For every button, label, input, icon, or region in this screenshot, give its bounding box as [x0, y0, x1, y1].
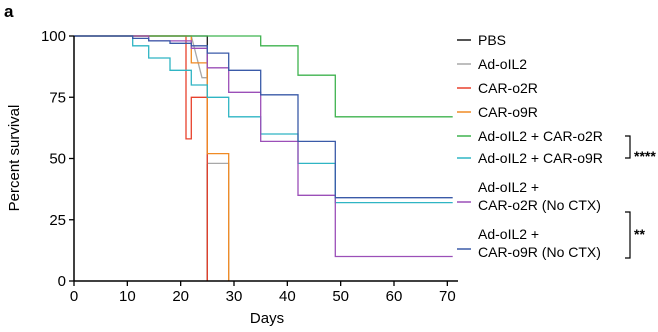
significance-bracket [625, 135, 631, 159]
series-line-ad-oil2-car-o2r [74, 35, 453, 118]
legend-label-ad-oil2-car-o2r-no-ctx: Ad-oIL2 + [478, 179, 539, 195]
significance-bracket [625, 211, 631, 259]
legend-label-ad-oil2-car-o9r-no-ctx: CAR-o9R (No CTX) [478, 244, 601, 260]
series-line-ad-oil2-car-o9r-no-ctx [74, 35, 453, 199]
series-line-ad-oil2-car-o9r [74, 35, 453, 204]
x-tick-label: 0 [70, 288, 78, 305]
axes-layer: 0 10 20 30 40 50 60 70 0 25 50 75 100 [41, 28, 458, 305]
significance-brackets: ****** [625, 135, 656, 259]
series-line-car-o9r [74, 35, 230, 281]
y-tick-label: 50 [49, 151, 66, 168]
x-tick-label: 60 [386, 288, 403, 305]
x-tick-label: 30 [226, 288, 243, 305]
legend-label-ad-oil2-car-o9r-no-ctx: Ad-oIL2 + [478, 226, 539, 242]
legend-label-ad-oil2-car-o2r: Ad-oIL2 + CAR-o2R [478, 128, 603, 144]
y-tick-label: 25 [49, 212, 66, 229]
significance-label: **** [634, 148, 656, 164]
legend-label-car-o2r: CAR-o2R [478, 80, 538, 96]
y-tick-label: 0 [58, 273, 66, 290]
x-tick-label: 20 [172, 288, 189, 305]
y-tick-label: 75 [49, 89, 66, 106]
x-tick-label: 50 [332, 288, 349, 305]
series-line-car-o2r [74, 35, 208, 281]
legend-label-ad-oil2-car-o9r: Ad-oIL2 + CAR-o9R [478, 150, 603, 166]
legend: PBS Ad-oIL2 CAR-o2R CAR-o9R Ad-oIL2 + CAR-o2… [457, 32, 603, 260]
x-tick-label: 70 [439, 288, 456, 305]
significance-label: ** [634, 226, 645, 242]
legend-label-pbs: PBS [478, 32, 506, 48]
series-line-ad-oil2 [74, 35, 230, 281]
x-axis-title: Days [250, 310, 284, 327]
legend-label-ad-oil2: Ad-oIL2 [478, 56, 527, 72]
x-tick-label: 10 [119, 288, 136, 305]
series-layer [74, 35, 453, 281]
legend-label-ad-oil2-car-o2r-no-ctx: CAR-o2R (No CTX) [478, 197, 601, 213]
panel-label: a [4, 2, 14, 21]
series-line-pbs [74, 35, 208, 281]
legend-label-car-o9r: CAR-o9R [478, 104, 538, 120]
y-tick-label: 100 [41, 28, 66, 45]
series-line-ad-oil2-car-o2r-no-ctx [74, 35, 453, 258]
y-axis-title: Percent survival [6, 105, 23, 212]
x-tick-label: 40 [279, 288, 296, 305]
